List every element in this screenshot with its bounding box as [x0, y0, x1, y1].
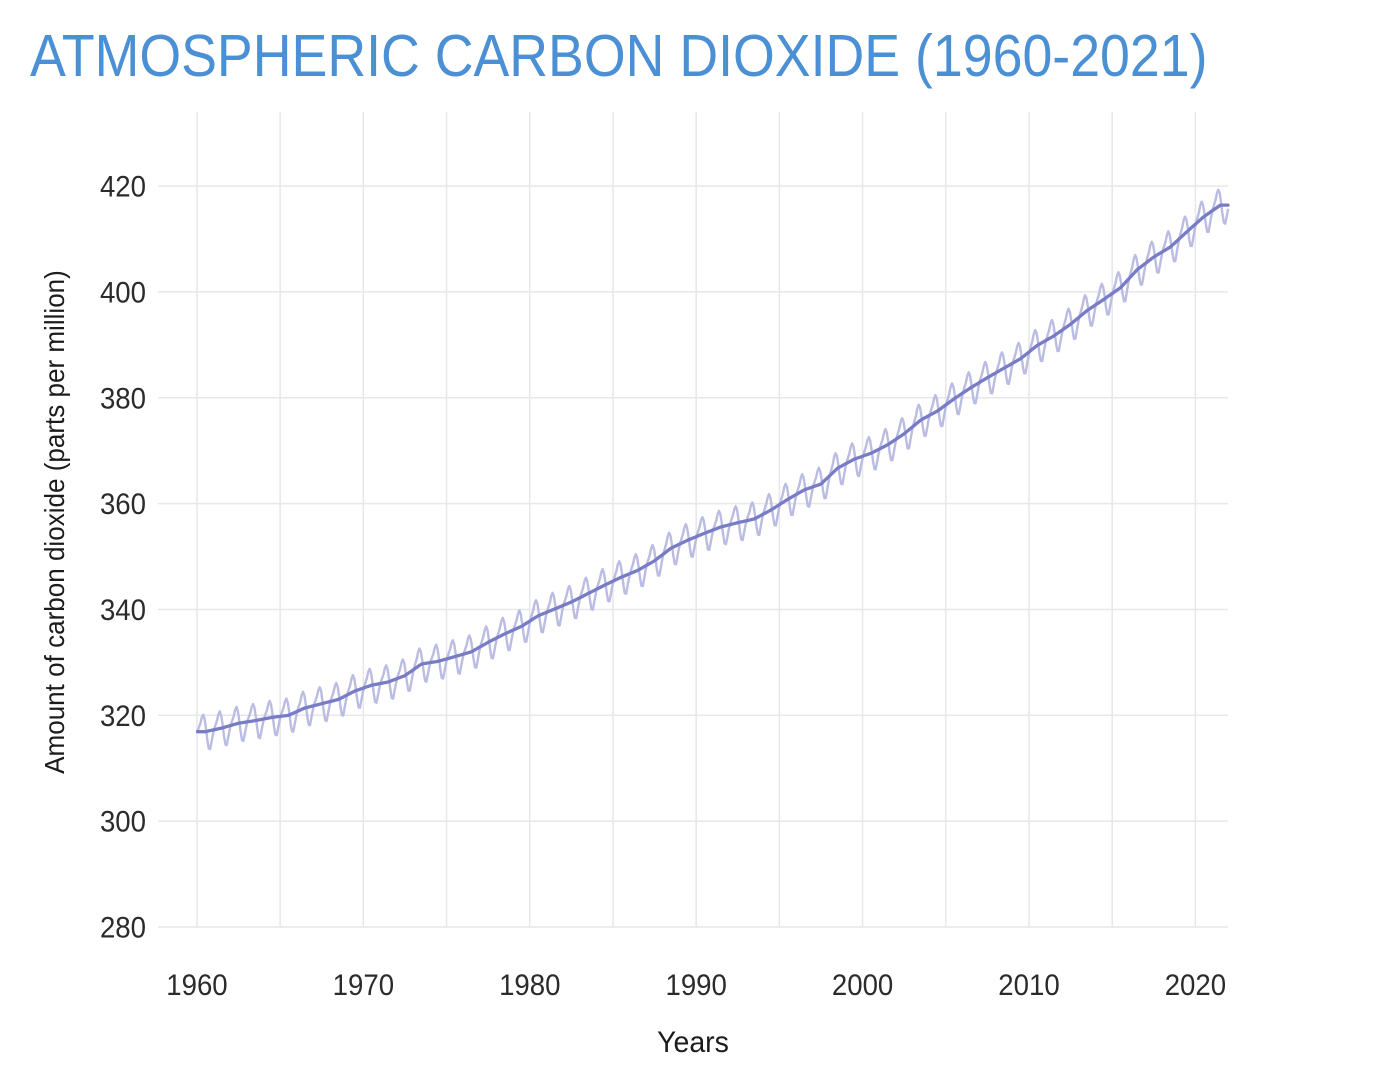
y-tick-label: 360	[100, 488, 146, 521]
x-tick-label: 1990	[665, 969, 726, 1002]
x-tick-label: 2010	[998, 969, 1059, 1002]
gridlines	[158, 112, 1228, 928]
x-axis-tick-labels: 1960 1970 1980 1990 2000 2010 2020	[166, 969, 1226, 1002]
y-tick-label: 380	[100, 382, 146, 415]
x-tick-label: 2020	[1165, 969, 1226, 1002]
y-tick-label: 300	[100, 806, 146, 839]
chart-title: ATMOSPHERIC CARBON DIOXIDE (1960-2021)	[30, 23, 1208, 89]
x-tick-label: 1970	[333, 969, 394, 1002]
y-tick-label: 420	[100, 171, 146, 204]
y-tick-label: 320	[100, 700, 146, 733]
y-axis-tick-labels: 280 300 320 340 360 380 400 420	[100, 171, 146, 945]
y-tick-label: 340	[100, 594, 146, 627]
x-tick-label: 1980	[499, 969, 560, 1002]
monthly-co2-seasonal-line	[196, 188, 1230, 751]
y-tick-label: 280	[100, 911, 146, 944]
x-tick-label: 1960	[166, 969, 227, 1002]
x-axis-label: Years	[657, 1026, 729, 1059]
annual-trend-line	[195, 203, 1230, 734]
y-tick-label: 400	[100, 276, 146, 309]
x-tick-label: 2000	[832, 969, 893, 1002]
